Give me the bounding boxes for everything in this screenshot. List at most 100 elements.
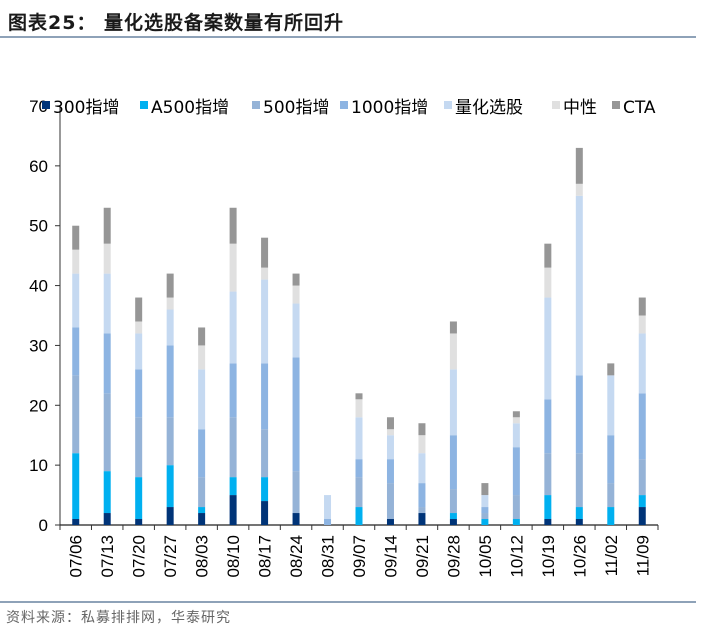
bar-segment-量化选股 bbox=[135, 333, 143, 370]
bar-segment-量化选股 bbox=[261, 279, 269, 364]
legend-swatch bbox=[552, 101, 560, 109]
bar-segment-CTA bbox=[386, 417, 394, 430]
bar-segment-500指增 bbox=[575, 453, 583, 508]
bar-segment-1000指增 bbox=[135, 369, 143, 418]
bar-segment-1000指增 bbox=[261, 363, 269, 430]
bar-segment-量化选股 bbox=[638, 333, 646, 394]
bar-segment-1000指增 bbox=[386, 459, 394, 484]
bar-segment-1000指增 bbox=[229, 363, 237, 418]
bar-segment-500指增 bbox=[418, 507, 426, 514]
legend-label: 1000指增 bbox=[351, 98, 428, 118]
bar-segment-CTA bbox=[544, 243, 552, 268]
x-tick-label: 10/26 bbox=[570, 535, 589, 578]
y-tick-label: 60 bbox=[29, 157, 48, 176]
bar-segment-A500指增 bbox=[575, 507, 583, 520]
x-tick-label: 10/19 bbox=[539, 535, 558, 578]
bar-segment-中性 bbox=[72, 249, 80, 274]
bar-segment-中性 bbox=[386, 429, 394, 436]
bar-segment-500指增 bbox=[355, 477, 363, 508]
bar-segment-500指增 bbox=[261, 429, 269, 478]
bar-segment-1000指增 bbox=[418, 483, 426, 508]
bar-segment-中性 bbox=[512, 417, 520, 424]
bar-segment-CTA bbox=[72, 225, 80, 250]
bar-segment-量化选股 bbox=[512, 423, 520, 448]
x-tick-label: 11/02 bbox=[602, 535, 621, 576]
source-note: 资料来源：私募排排网，华泰研究 bbox=[6, 610, 231, 626]
x-tick-label: 09/28 bbox=[444, 535, 463, 578]
bar-segment-1000指增 bbox=[638, 393, 646, 460]
bar-segment-A500指增 bbox=[198, 507, 206, 514]
bar-segment-1000指增 bbox=[355, 459, 363, 478]
bar-segment-A500指增 bbox=[166, 465, 174, 508]
bar-segment-300指增 bbox=[386, 519, 394, 525]
bar-segment-中性 bbox=[418, 435, 426, 454]
bar-segment-1000指增 bbox=[198, 429, 206, 478]
bar-segment-300指增 bbox=[166, 507, 174, 525]
bar-segment-A500指增 bbox=[607, 507, 615, 525]
legend-label: 中性 bbox=[563, 98, 597, 118]
bar-segment-A500指增 bbox=[355, 507, 363, 525]
bar-segment-1000指增 bbox=[72, 327, 80, 376]
bar-segment-A500指增 bbox=[229, 477, 237, 496]
bar-segment-中性 bbox=[544, 267, 552, 298]
legend-label: 300指增 bbox=[53, 98, 119, 118]
bar-segment-500指增 bbox=[72, 375, 80, 454]
bar-segment-量化选股 bbox=[324, 495, 332, 520]
bar-segment-300指增 bbox=[544, 519, 552, 525]
x-tick-label: 07/20 bbox=[130, 535, 149, 578]
bar-segment-A500指增 bbox=[512, 519, 520, 525]
bar-segment-1000指增 bbox=[512, 447, 520, 496]
bar-segment-CTA bbox=[166, 273, 174, 298]
legend-swatch bbox=[252, 101, 260, 109]
x-tick-label: 08/03 bbox=[193, 535, 212, 578]
bar-segment-1000指增 bbox=[607, 435, 615, 484]
x-tick-label: 10/05 bbox=[476, 535, 495, 578]
bar-segment-300指增 bbox=[449, 519, 457, 525]
y-tick-label: 30 bbox=[29, 336, 48, 355]
bar-segment-CTA bbox=[575, 147, 583, 184]
bar-segment-CTA bbox=[198, 327, 206, 346]
y-tick-label: 50 bbox=[29, 217, 48, 236]
bar-segment-中性 bbox=[135, 321, 143, 334]
bar-segment-CTA bbox=[607, 363, 615, 376]
bar-segment-CTA bbox=[481, 483, 489, 496]
bar-segment-量化选股 bbox=[544, 297, 552, 400]
bar-segment-量化选股 bbox=[198, 369, 206, 430]
legend-swatch bbox=[444, 101, 452, 109]
bar-segment-1000指增 bbox=[166, 345, 174, 418]
bar-segment-A500指增 bbox=[481, 519, 489, 525]
x-tick-label: 11/09 bbox=[633, 535, 652, 576]
bar-segment-CTA bbox=[512, 411, 520, 418]
bar-segment-A500指增 bbox=[544, 495, 552, 520]
bar-segment-量化选股 bbox=[607, 375, 615, 436]
legend-label: 500指增 bbox=[263, 98, 329, 118]
bar-segment-量化选股 bbox=[292, 303, 300, 358]
legend-label: 量化选股 bbox=[455, 98, 523, 118]
bar-segment-500指增 bbox=[103, 393, 111, 472]
bar-segment-量化选股 bbox=[418, 453, 426, 484]
bar-segment-中性 bbox=[575, 183, 583, 196]
x-tick-label: 07/06 bbox=[67, 535, 86, 578]
x-tick-label: 10/12 bbox=[507, 535, 526, 578]
bar-segment-中性 bbox=[638, 315, 646, 334]
bar-segment-1000指增 bbox=[449, 435, 457, 490]
figure-title: 图表25： 量化选股备案数量有所回升 bbox=[8, 12, 345, 34]
bar-segment-500指增 bbox=[135, 417, 143, 478]
bar-segment-CTA bbox=[355, 393, 363, 400]
bar-segment-量化选股 bbox=[229, 291, 237, 364]
y-tick-label: 10 bbox=[29, 456, 48, 475]
bar-segment-A500指增 bbox=[638, 495, 646, 508]
x-tick-label: 09/07 bbox=[350, 535, 369, 578]
bar-segment-A500指增 bbox=[103, 471, 111, 514]
legend-swatch bbox=[42, 101, 50, 109]
y-tick-label: 20 bbox=[29, 396, 48, 415]
bar-segment-CTA bbox=[638, 297, 646, 316]
bar-segment-500指增 bbox=[292, 471, 300, 514]
bar-segment-A500指增 bbox=[72, 453, 80, 520]
bar-segment-1000指增 bbox=[324, 519, 332, 525]
bar-segment-量化选股 bbox=[355, 417, 363, 460]
bar-segment-1000指增 bbox=[481, 507, 489, 514]
bar-segment-中性 bbox=[103, 243, 111, 274]
bar-segment-500指增 bbox=[229, 417, 237, 478]
bar-segment-300指增 bbox=[292, 513, 300, 525]
